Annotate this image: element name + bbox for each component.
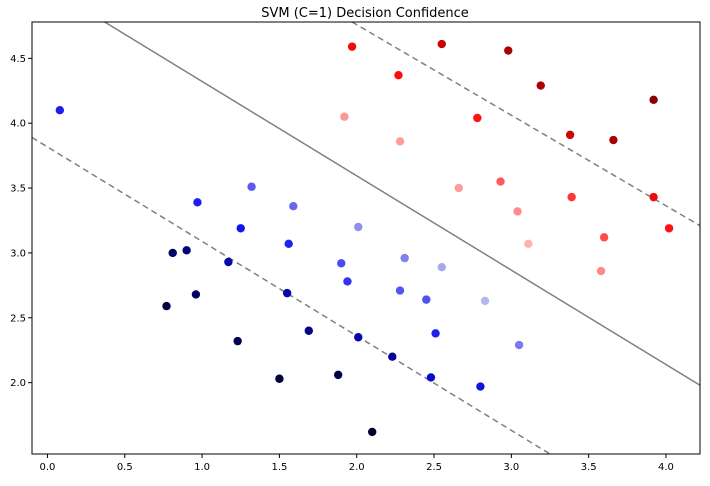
y-tick-label: 4.0 [10,119,26,130]
x-axis: 0.0 0.5 1.0 1.5 2.0 2.5 3.0 3.5 4.0 [40,454,674,473]
x-tick-label: 1.5 [271,462,287,473]
scatter-point-23 [224,257,233,267]
scatter-point-20 [354,333,363,342]
scatter-point-40 [565,130,575,140]
scatter-point-18 [426,373,436,382]
scatter-point-38 [395,137,405,146]
scatter-point-35 [536,81,545,90]
scatter-point-5 [236,224,245,233]
plot-frame [31,21,701,455]
x-tick-label: 4.0 [658,462,674,473]
scatter-point-19 [388,352,397,361]
plot-area [32,22,700,454]
scatter-point-51 [664,224,674,233]
x-tick-label: 3.0 [503,462,519,473]
y-tick-label: 4.5 [10,54,26,65]
scatter-point-26 [191,290,201,299]
x-tick-label: 0.0 [40,462,56,473]
scatter-point-43 [454,183,463,193]
scatter-point-14 [422,295,431,304]
scatter-point-39 [473,113,482,123]
scatter-point-46 [524,239,533,249]
scatter-point-31 [367,427,377,437]
scatter-point-37 [340,112,349,121]
scatter-point-9 [343,277,352,286]
scatter-point-1 [55,106,65,115]
scatter-point-25 [168,248,177,258]
y-tick-label: 3.5 [10,184,26,195]
y-tick-label: 2.5 [10,313,26,324]
scatter-point-7 [354,222,363,232]
scatter-point-22 [282,288,292,298]
margin-line-1 [351,22,700,227]
margin-line-2 [32,136,551,454]
plot-contents [32,22,700,454]
scatter-point-10 [400,253,409,263]
scatter-point-49 [596,266,606,276]
scatter-point-34 [504,46,513,55]
scatter-point-13 [395,286,405,295]
scatter-point-24 [182,246,191,255]
scatter-point-16 [514,340,524,350]
scatter-point-50 [649,192,658,202]
y-axis: 2.0 2.5 3.0 3.5 4.0 4.5 [10,54,32,389]
x-tick-label: 3.5 [581,462,597,473]
scatter-point-4 [289,202,298,211]
decision-boundary-line [104,22,700,386]
scatter-point-6 [284,239,293,249]
x-tick-label: 2.0 [349,462,365,473]
scatter-point-48 [599,233,609,242]
scatter-point-8 [337,259,346,268]
scatter-point-27 [162,301,171,311]
scatter-point-41 [609,135,618,145]
x-tick-label: 0.5 [117,462,133,473]
scatter-point-3 [247,182,256,191]
scatter-point-44 [496,177,505,186]
chart-title: SVM (C=1) Decision Confidence [261,6,469,21]
scatter-point-21 [304,326,313,335]
y-tick-label: 2.0 [10,378,26,389]
scatter-point-30 [333,370,343,380]
scatter-point-28 [233,336,242,346]
scatter-point-15 [431,329,440,338]
scatter-point-2 [193,198,202,207]
scatter-point-47 [567,192,576,202]
x-tick-label: 2.5 [426,462,442,473]
scatter-point-11 [437,262,446,272]
scatter-point-32 [347,42,357,51]
x-tick-label: 1.0 [194,462,210,473]
scatter-point-36 [394,70,403,80]
scatter-point-29 [275,374,284,383]
scatter-point-42 [649,95,658,105]
scatter-point-45 [513,207,522,216]
y-tick-label: 3.0 [10,248,26,259]
scatter-point-12 [480,296,490,306]
scatter-point-33 [437,39,446,49]
scatter-point-17 [476,382,485,391]
